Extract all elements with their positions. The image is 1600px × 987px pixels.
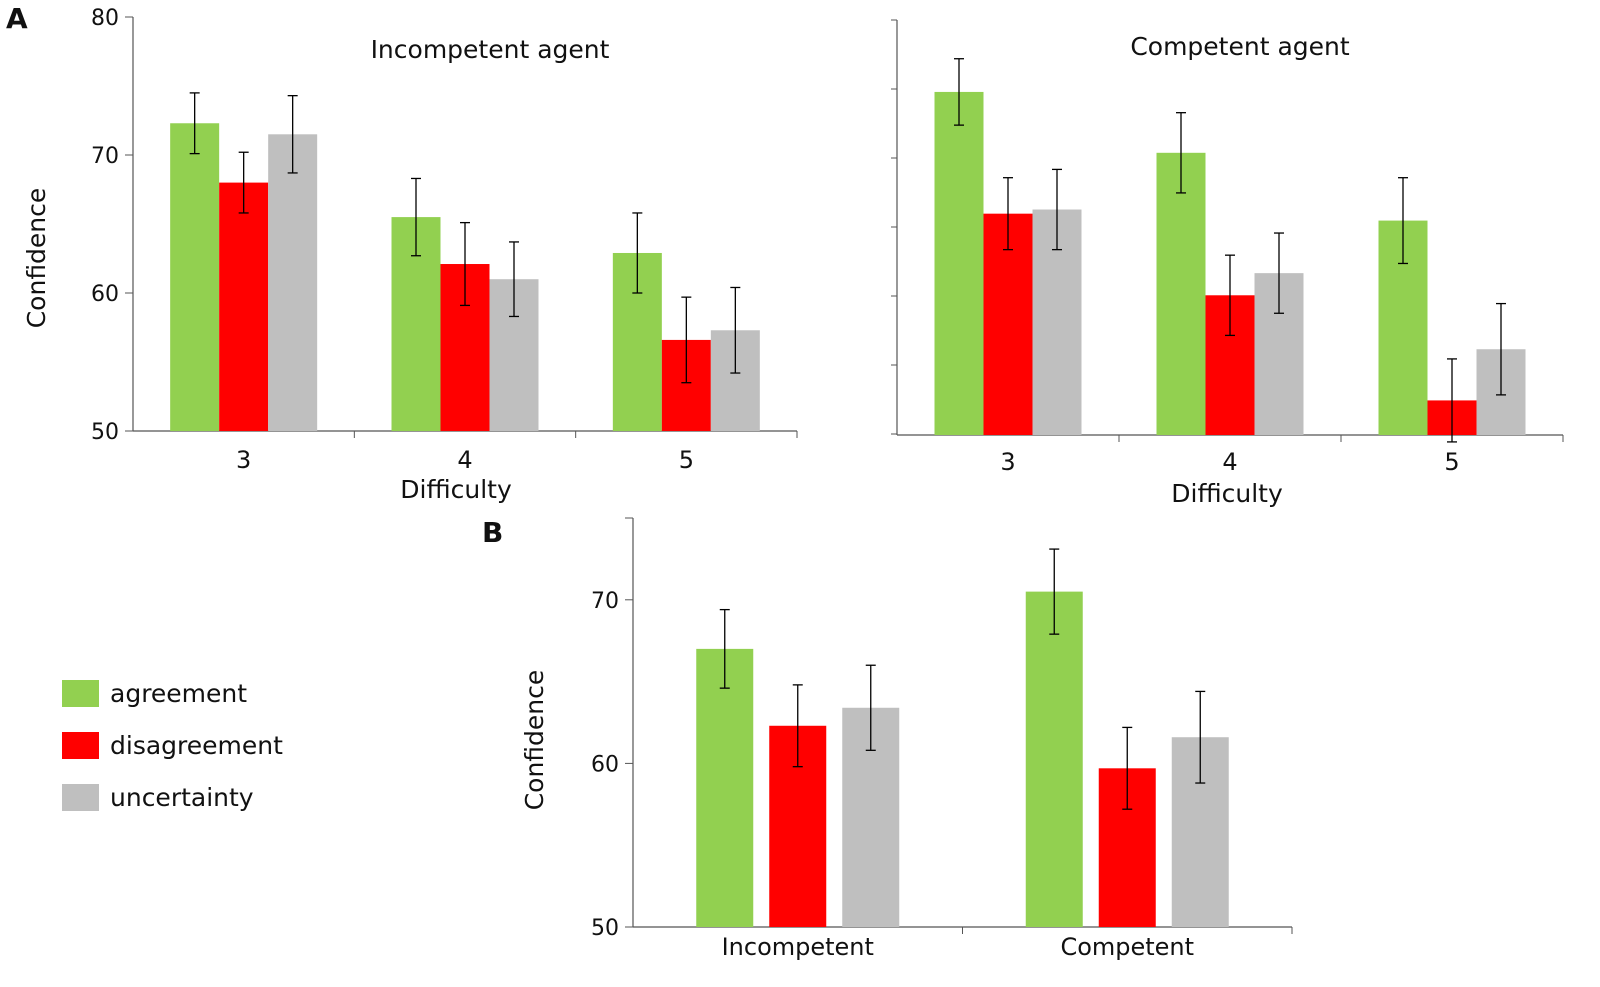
legend-label-disagreement: disagreement [110, 731, 283, 760]
error-bar-uncertainty-4 [1274, 232, 1284, 314]
chart-overall-confidence: 50 60 70 Incompetent Competent Confidence [520, 517, 1293, 961]
error-bar-agreement-4 [1176, 112, 1186, 194]
x-category-label: 3 [236, 446, 251, 474]
x-category-label: 4 [1222, 448, 1237, 476]
error-bar-uncertainty-competent [1195, 690, 1206, 784]
legend-swatch-disagreement [62, 732, 99, 759]
error-bar-uncertainty-4 [509, 241, 519, 318]
error-bar-uncertainty-3 [1052, 168, 1062, 251]
error-bar-uncertainty-5 [1496, 302, 1506, 396]
chart-incompetent-agent: 50 60 70 80 3 4 5 Incompetent agent Difficulty Co… [22, 6, 798, 504]
x-category-label: Incompetent [722, 933, 874, 961]
chart-title: Incompetent agent [371, 35, 610, 64]
y-tick-label: 80 [91, 6, 119, 31]
chart-competent-agent: 3 4 5 Competent agent Difficulty [891, 19, 1564, 508]
x-category-label: 3 [1000, 448, 1015, 476]
error-bar-agreement-3 [189, 92, 200, 155]
y-tick-label: 70 [591, 589, 619, 614]
error-bar-agreement-5 [632, 212, 643, 294]
y-tick-label: 60 [91, 282, 119, 307]
error-bar-disagreement-competent [1122, 726, 1133, 810]
error-bar-agreement-incompetent [719, 608, 730, 689]
x-category-label: 4 [457, 446, 472, 474]
x-axis-title: Difficulty [1171, 479, 1283, 508]
x-category-label: 5 [679, 446, 694, 474]
error-bar-uncertainty-3 [287, 95, 298, 174]
bar-agreement-incompetent [696, 648, 754, 927]
error-bar-agreement-competent [1049, 548, 1060, 635]
bar-agreement-4 [1156, 152, 1206, 436]
y-tick-label: 50 [591, 916, 619, 941]
legend-label-agreement: agreement [110, 679, 247, 708]
y-axis-title: Confidence [520, 670, 549, 811]
y-tick-label: 70 [91, 144, 119, 169]
error-bar-disagreement-4 [1225, 254, 1235, 337]
error-bar-uncertainty-5 [730, 286, 741, 374]
error-bar-agreement-3 [954, 58, 964, 126]
error-bar-disagreement-3 [1003, 177, 1013, 251]
error-bar-disagreement-4 [460, 221, 470, 307]
error-bar-uncertainty-incompetent [865, 664, 876, 751]
bar-disagreement-3 [983, 213, 1033, 435]
error-bar-agreement-5 [1398, 177, 1408, 265]
chart-title: Competent agent [1130, 32, 1350, 61]
error-bar-disagreement-3 [238, 151, 249, 214]
x-category-label: 5 [1444, 448, 1459, 476]
x-axis-title: Difficulty [400, 475, 512, 504]
legend-label-uncertainty: uncertainty [110, 783, 254, 812]
x-category-label: Competent [1060, 933, 1194, 961]
y-tick-label: 60 [591, 752, 619, 777]
legend-swatch-uncertainty [62, 784, 99, 811]
bar-disagreement-3 [219, 182, 269, 431]
y-axis-title: Confidence [22, 188, 51, 329]
error-bar-disagreement-5 [1447, 358, 1457, 443]
y-tick-label: 50 [91, 420, 119, 445]
legend-swatch-agreement [62, 680, 99, 707]
bar-uncertainty-3 [268, 134, 318, 432]
bar-agreement-3 [934, 91, 984, 435]
bar-agreement-3 [170, 123, 220, 431]
error-bar-agreement-4 [411, 177, 421, 257]
legend: agreement disagreement uncertainty [62, 679, 283, 812]
panel-label-a: A [6, 2, 28, 35]
panel-label-b: B [482, 516, 503, 549]
error-bar-disagreement-5 [681, 296, 692, 384]
bar-agreement-competent [1025, 591, 1083, 927]
error-bar-disagreement-incompetent [792, 684, 803, 768]
